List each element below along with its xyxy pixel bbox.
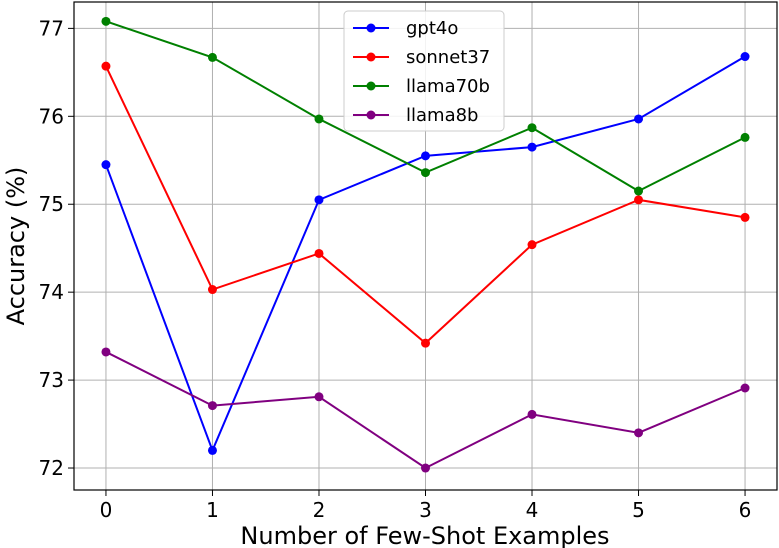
data-point-llama8b bbox=[634, 428, 644, 438]
legend-marker-llama8b bbox=[366, 110, 376, 120]
data-point-gpt4o bbox=[207, 445, 217, 455]
y-tick-label: 77 bbox=[39, 16, 64, 40]
data-point-gpt4o bbox=[421, 151, 430, 161]
data-point-sonnet37 bbox=[634, 195, 644, 205]
x-tick-label: 4 bbox=[526, 498, 539, 522]
y-axis-ticks: 72 73 74 75 76 77 bbox=[39, 16, 74, 480]
data-point-sonnet37 bbox=[207, 285, 217, 295]
data-point-llama70b bbox=[527, 123, 537, 133]
series-gpt4o bbox=[101, 52, 750, 455]
legend-marker-gpt4o bbox=[366, 23, 376, 33]
data-point-gpt4o bbox=[314, 195, 324, 205]
data-point-gpt4o bbox=[101, 160, 111, 170]
data-point-llama70b bbox=[101, 16, 111, 26]
data-point-llama8b bbox=[314, 392, 324, 402]
y-tick-label: 76 bbox=[39, 104, 64, 128]
x-axis-title: Number of Few-Shot Examples bbox=[240, 522, 609, 548]
series-llama70b bbox=[101, 16, 750, 196]
data-point-gpt4o bbox=[634, 114, 644, 124]
legend-box bbox=[343, 10, 505, 132]
data-point-llama8b bbox=[207, 401, 217, 411]
data-point-sonnet37 bbox=[314, 248, 324, 258]
x-tick-label: 5 bbox=[632, 498, 645, 522]
data-point-llama70b bbox=[207, 52, 217, 62]
x-tick-label: 1 bbox=[206, 498, 219, 522]
legend-item-llama70b: llama70b bbox=[353, 76, 490, 97]
data-point-llama70b bbox=[740, 132, 750, 142]
data-point-sonnet37 bbox=[101, 61, 111, 71]
y-tick-label: 72 bbox=[39, 456, 64, 480]
data-point-gpt4o bbox=[740, 52, 750, 62]
data-point-llama8b bbox=[527, 409, 537, 419]
y-tick-label: 75 bbox=[39, 192, 64, 216]
legend-item-sonnet37: sonnet37 bbox=[353, 47, 490, 68]
x-axis-ticks: 0 1 2 3 4 5 6 bbox=[100, 490, 752, 522]
legend-item-gpt4o: gpt4o bbox=[353, 18, 458, 39]
x-tick-label: 6 bbox=[739, 498, 752, 522]
data-point-gpt4o bbox=[527, 142, 537, 152]
data-point-sonnet37 bbox=[421, 338, 430, 348]
x-tick-label: 2 bbox=[313, 498, 326, 522]
data-point-llama8b bbox=[421, 463, 430, 473]
data-point-llama8b bbox=[101, 347, 111, 357]
y-axis-title: Accuracy (%) bbox=[2, 167, 30, 326]
data-point-llama70b bbox=[421, 168, 430, 178]
legend-label-gpt4o: gpt4o bbox=[406, 18, 458, 39]
x-tick-label: 0 bbox=[100, 498, 113, 522]
legend-marker-llama70b bbox=[366, 81, 376, 91]
series-sonnet37 bbox=[101, 61, 750, 348]
data-point-llama70b bbox=[634, 186, 644, 196]
x-tick-label: 3 bbox=[419, 498, 432, 522]
legend-marker-sonnet37 bbox=[366, 52, 376, 62]
legend-label-sonnet37: sonnet37 bbox=[406, 47, 490, 68]
y-tick-label: 74 bbox=[39, 280, 64, 304]
data-point-llama70b bbox=[314, 114, 324, 124]
data-point-llama8b bbox=[740, 383, 750, 393]
legend-item-llama8b: llama8b bbox=[353, 105, 478, 126]
legend-label-llama70b: llama70b bbox=[406, 76, 490, 97]
legend: gpt4o sonnet37 llama70b llama8b bbox=[343, 10, 505, 132]
data-point-sonnet37 bbox=[527, 240, 537, 250]
data-point-sonnet37 bbox=[740, 212, 750, 222]
series-layer bbox=[101, 16, 750, 473]
legend-label-llama8b: llama8b bbox=[406, 105, 478, 126]
y-tick-label: 73 bbox=[39, 368, 64, 392]
series-llama8b bbox=[101, 347, 750, 473]
